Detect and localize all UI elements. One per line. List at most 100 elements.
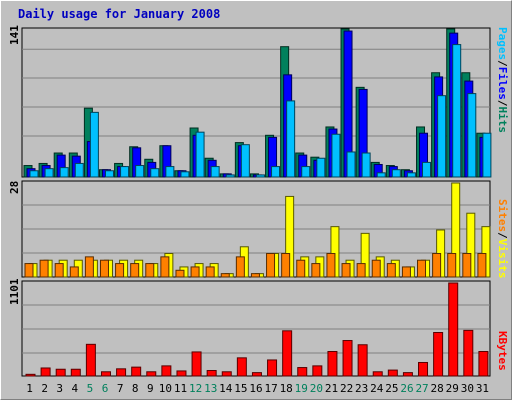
day-label-29: 29 <box>446 382 459 395</box>
day-label-12: 12 <box>189 382 202 395</box>
sites-bar-day-26 <box>401 266 411 278</box>
kbytes-bar-day-16 <box>251 372 262 377</box>
chart-title: Daily usage for January 2008 <box>18 7 221 21</box>
sites-bar-day-20 <box>311 263 321 278</box>
kbytes-bar-day-17 <box>267 359 278 377</box>
kbytes-bar-day-19 <box>297 367 308 377</box>
kbytes-bar-day-6 <box>100 371 111 377</box>
day-label-8: 8 <box>132 382 139 395</box>
day-label-9: 9 <box>147 382 154 395</box>
kbytes-bar-day-2 <box>40 367 51 377</box>
sites-bar-day-6 <box>99 259 109 278</box>
pages-bar-day-16 <box>255 174 265 178</box>
kbytes-bar-day-10 <box>161 365 172 377</box>
kbytes-bar-day-7 <box>116 368 127 377</box>
kbytes-bar-day-22 <box>342 340 353 377</box>
day-label-6: 6 <box>102 382 109 395</box>
pages-bar-day-22 <box>346 151 356 178</box>
sites-bar-day-3 <box>54 263 64 278</box>
sites-bar-day-17 <box>266 253 276 278</box>
sites-bar-day-10 <box>160 256 170 278</box>
pages-bar-day-15 <box>240 144 250 178</box>
day-label-20: 20 <box>310 382 323 395</box>
pages-bar-day-12 <box>195 131 205 178</box>
day-label-26: 26 <box>400 382 413 395</box>
kbytes-bar-day-24 <box>372 371 383 377</box>
kbytes-bar-day-23 <box>357 344 368 377</box>
kbytes-bar-day-1 <box>25 373 36 377</box>
day-label-11: 11 <box>174 382 187 395</box>
sites-bar-day-18 <box>281 253 291 278</box>
sites-bar-day-9 <box>145 263 155 278</box>
day-label-7: 7 <box>117 382 124 395</box>
pages-bar-day-2 <box>44 168 54 178</box>
pages-bar-day-21 <box>331 133 341 178</box>
pages-bar-day-14 <box>225 174 235 178</box>
kbytes-bar-day-11 <box>176 370 187 377</box>
kbytes-bar-day-30 <box>463 329 474 377</box>
pages-bar-day-24 <box>376 172 386 178</box>
kbytes-bar-day-12 <box>191 351 202 377</box>
sites-bar-day-31 <box>477 253 487 278</box>
kbytes-bar-day-21 <box>327 351 338 377</box>
kbytes-bar-day-29 <box>448 282 459 377</box>
pages-bar-day-8 <box>135 165 145 178</box>
kbytes-bar-day-9 <box>146 371 157 377</box>
sites-bar-day-19 <box>296 259 306 278</box>
sites-bar-day-24 <box>371 259 381 278</box>
pages-bar-day-13 <box>210 166 220 178</box>
pages-bar-day-10 <box>165 166 175 178</box>
pages-bar-day-19 <box>301 166 311 178</box>
day-label-31: 31 <box>476 382 489 395</box>
day-label-22: 22 <box>340 382 353 395</box>
kbytes-bar-day-13 <box>206 370 217 377</box>
sites-bar-day-29 <box>447 253 457 278</box>
pages-bar-day-28 <box>437 95 447 178</box>
plot-area-0 <box>21 27 491 178</box>
sites-bar-day-4 <box>69 266 79 278</box>
day-label-21: 21 <box>325 382 338 395</box>
kbytes-bar-day-25 <box>387 369 398 377</box>
sites-bar-day-8 <box>130 263 140 278</box>
kbytes-bar-day-4 <box>70 368 81 377</box>
day-label-5: 5 <box>87 382 94 395</box>
sites-bar-day-15 <box>235 256 245 278</box>
kbytes-bar-day-18 <box>282 330 293 377</box>
day-label-24: 24 <box>370 382 384 395</box>
pages-bar-day-1 <box>29 170 39 178</box>
pages-bar-day-20 <box>316 157 326 178</box>
sites-bar-day-28 <box>432 253 442 278</box>
day-label-18: 18 <box>280 382 293 395</box>
pages-bar-day-3 <box>59 167 69 178</box>
day-label-19: 19 <box>295 382 308 395</box>
day-label-16: 16 <box>249 382 262 395</box>
sites-bar-day-11 <box>175 269 185 278</box>
day-label-30: 30 <box>461 382 474 395</box>
sites-bar-day-30 <box>462 253 472 278</box>
pages-bar-day-25 <box>391 169 401 178</box>
kbytes-bar-day-28 <box>433 331 444 377</box>
sites-bar-day-27 <box>417 259 427 278</box>
pages-bar-day-9 <box>150 168 160 178</box>
kbytes-bar-day-31 <box>478 351 489 377</box>
sites-bar-day-21 <box>326 253 336 278</box>
pages-bar-day-30 <box>467 93 477 178</box>
pages-bar-day-17 <box>271 166 281 178</box>
day-label-28: 28 <box>431 382 444 395</box>
pages-bar-day-18 <box>286 100 296 178</box>
pages-bar-day-11 <box>180 171 190 178</box>
day-label-10: 10 <box>159 382 172 395</box>
sites-bar-day-16 <box>250 273 260 278</box>
day-label-27: 27 <box>415 382 428 395</box>
sites-bar-day-13 <box>205 266 215 278</box>
day-label-15: 15 <box>234 382 247 395</box>
day-label-25: 25 <box>385 382 398 395</box>
kbytes-bar-day-3 <box>55 368 66 377</box>
kbytes-bar-day-14 <box>221 371 232 377</box>
kbytes-bar-day-26 <box>402 372 413 377</box>
day-label-3: 3 <box>56 382 63 395</box>
kbytes-bar-day-5 <box>85 343 96 377</box>
kbytes-bar-day-8 <box>131 366 142 377</box>
